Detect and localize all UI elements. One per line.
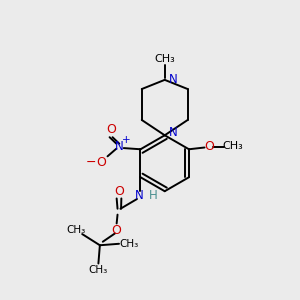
Text: CH₃: CH₃	[66, 225, 85, 235]
Text: O: O	[114, 185, 124, 199]
Text: N: N	[135, 189, 144, 202]
Text: CH₃: CH₃	[119, 239, 138, 249]
Text: CH₃: CH₃	[223, 141, 244, 151]
Text: CH₃: CH₃	[154, 54, 175, 64]
Text: N: N	[169, 74, 177, 86]
Text: CH₃: CH₃	[89, 265, 108, 275]
Text: O: O	[106, 123, 116, 136]
Text: N: N	[115, 140, 124, 153]
Text: O: O	[204, 140, 214, 153]
Text: O: O	[96, 156, 106, 169]
Text: −: −	[85, 156, 96, 169]
Text: +: +	[122, 135, 131, 145]
Text: H: H	[148, 189, 157, 202]
Text: O: O	[111, 224, 121, 237]
Text: N: N	[169, 126, 177, 140]
